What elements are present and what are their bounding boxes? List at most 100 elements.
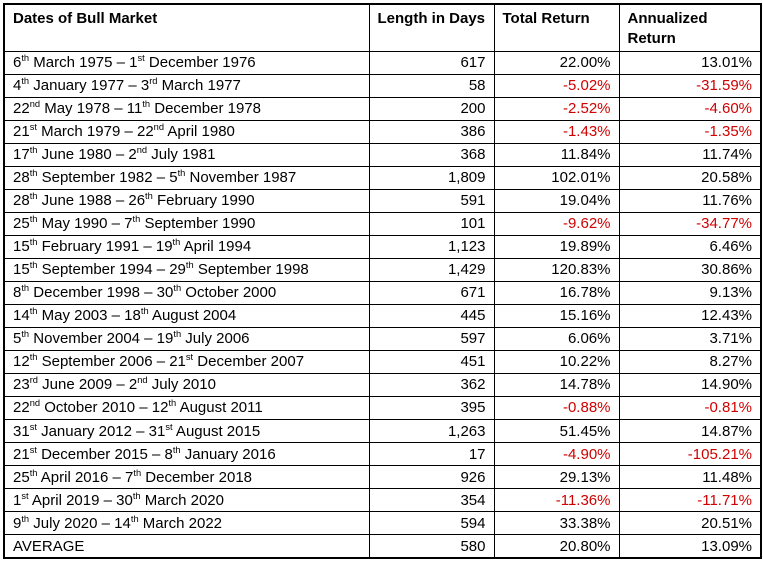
total-return-cell: -1.43% xyxy=(493,119,620,144)
table-row: 22nd October 2010 – 12th August 2011 395-… xyxy=(3,395,762,421)
length-in-days-cell: 1,429 xyxy=(368,257,495,282)
length-in-days-cell: 395 xyxy=(368,395,495,421)
length-in-days-cell: 17 xyxy=(368,442,495,467)
total-return-cell: -4.90% xyxy=(493,442,620,467)
dates-cell: AVERAGE xyxy=(3,534,370,559)
total-return-cell: -5.02% xyxy=(493,73,620,98)
table-row: 28th June 1988 – 26th February 1990 591 19… xyxy=(3,188,762,213)
total-return-cell: -9.62% xyxy=(493,211,620,236)
annualized-return-cell: 3.71% xyxy=(618,326,762,351)
table-row: 25th April 2016 – 7th December 2018 926 29… xyxy=(3,465,762,490)
dates-cell: 22nd May 1978 – 11th December 1978 xyxy=(3,96,370,121)
total-return-cell: 11.84% xyxy=(493,142,620,167)
header-length-in-days: Length in Days xyxy=(368,3,495,52)
table-row: 21st December 2015 – 8th January 2016 17-… xyxy=(3,442,762,467)
length-in-days-cell: 1,809 xyxy=(368,165,495,190)
annualized-return-cell: 20.58% xyxy=(618,165,762,190)
annualized-return-cell: 11.74% xyxy=(618,142,762,167)
length-in-days-cell: 386 xyxy=(368,119,495,144)
table-row: 5th November 2004 – 19th July 2006 597 6.0… xyxy=(3,326,762,351)
annualized-return-cell: -105.21% xyxy=(618,442,762,467)
total-return-cell: 20.80% xyxy=(493,534,620,559)
table-row: 9th July 2020 – 14th March 2022 594 33.38%… xyxy=(3,511,762,536)
total-return-cell: 19.89% xyxy=(493,234,620,259)
annualized-return-cell: 13.09% xyxy=(618,534,762,559)
length-in-days-cell: 597 xyxy=(368,326,495,351)
header-total-return: Total Return xyxy=(493,3,620,52)
total-return-cell: -11.36% xyxy=(493,488,620,513)
dates-cell: 9th July 2020 – 14th March 2022 xyxy=(3,511,370,536)
table-row: 12th September 2006 – 21st December 2007… xyxy=(3,349,762,374)
length-in-days-cell: 200 xyxy=(368,96,495,121)
total-return-cell: 19.04% xyxy=(493,188,620,213)
table-row: 22nd May 1978 – 11th December 1978 200 -2.… xyxy=(3,96,762,121)
length-in-days-cell: 594 xyxy=(368,511,495,536)
length-in-days-cell: 58 xyxy=(368,73,495,98)
table-row: AVERAGE 580 20.80% 13.09% xyxy=(3,534,762,559)
annualized-return-cell: -4.60% xyxy=(618,96,762,121)
table-row: 6th March 1975 – 1st December 1976 617 22.… xyxy=(3,50,762,75)
dates-cell: 1st April 2019 – 30th March 2020 xyxy=(3,488,370,513)
dates-cell: 17th June 1980 – 2nd July 1981 xyxy=(3,142,370,167)
table-row: 21st March 1979 – 22nd April 1980 386 -1.4… xyxy=(3,119,762,144)
dates-cell: 14th May 2003 – 18th August 2004 xyxy=(3,303,370,328)
bull-market-table: Dates of Bull Market Length in Days Tota… xyxy=(3,3,762,559)
dates-cell: 15th September 1994 – 29th September 199… xyxy=(3,257,370,282)
dates-cell: 15th February 1991 – 19th April 1994 xyxy=(3,234,370,259)
total-return-cell: 120.83% xyxy=(493,257,620,282)
table-row: 1st April 2019 – 30th March 2020 354 -11.3… xyxy=(3,488,762,513)
annualized-return-cell: -34.77% xyxy=(618,211,762,236)
table-header: Dates of Bull Market Length in Days Tota… xyxy=(3,3,762,52)
total-return-cell: -2.52% xyxy=(493,96,620,121)
annualized-return-cell: 12.43% xyxy=(618,303,762,328)
header-dates-of-bull-market: Dates of Bull Market xyxy=(3,3,370,52)
annualized-return-cell: 13.01% xyxy=(618,50,762,75)
header-annualized-return: Annualized Return xyxy=(618,3,762,52)
length-in-days-cell: 1,123 xyxy=(368,234,495,259)
annualized-return-cell: 6.46% xyxy=(618,234,762,259)
length-in-days-cell: 1,263 xyxy=(368,418,495,444)
total-return-cell: 22.00% xyxy=(493,50,620,75)
table-row: 28th September 1982 – 5th November 1987 1… xyxy=(3,165,762,190)
annualized-return-cell: 14.87% xyxy=(618,418,762,444)
dates-cell: 8th December 1998 – 30th October 2000 xyxy=(3,280,370,305)
annualized-return-cell: 9.13% xyxy=(618,280,762,305)
table-row: 25th May 1990 – 7th September 1990 101 -9.… xyxy=(3,211,762,236)
annualized-return-cell: -31.59% xyxy=(618,73,762,98)
annualized-return-cell: 8.27% xyxy=(618,349,762,374)
total-return-cell: 6.06% xyxy=(493,326,620,351)
annualized-return-cell: -11.71% xyxy=(618,488,762,513)
dates-cell: 21st December 2015 – 8th January 2016 xyxy=(3,442,370,467)
length-in-days-cell: 580 xyxy=(368,534,495,559)
dates-cell: 22nd October 2010 – 12th August 2011 xyxy=(3,395,370,421)
length-in-days-cell: 362 xyxy=(368,372,495,397)
length-in-days-cell: 451 xyxy=(368,349,495,374)
dates-cell: 21st March 1979 – 22nd April 1980 xyxy=(3,119,370,144)
dates-cell: 4th January 1977 – 3rd March 1977 xyxy=(3,73,370,98)
dates-cell: 28th June 1988 – 26th February 1990 xyxy=(3,188,370,213)
total-return-cell: 102.01% xyxy=(493,165,620,190)
annualized-return-cell: 11.76% xyxy=(618,188,762,213)
header-row: Dates of Bull Market Length in Days Tota… xyxy=(3,3,762,52)
table-row: 23rd June 2009 – 2nd July 2010 362 14.78% 1… xyxy=(3,372,762,397)
annualized-return-cell: 30.86% xyxy=(618,257,762,282)
annualized-return-cell: 14.90% xyxy=(618,372,762,397)
table-row: 31st January 2012 – 31st August 2015 1,26… xyxy=(3,418,762,444)
dates-cell: 23rd June 2009 – 2nd July 2010 xyxy=(3,372,370,397)
annualized-return-cell: 20.51% xyxy=(618,511,762,536)
total-return-cell: -0.88% xyxy=(493,395,620,421)
table-row: 4th January 1977 – 3rd March 1977 58 -5.02… xyxy=(3,73,762,98)
length-in-days-cell: 671 xyxy=(368,280,495,305)
length-in-days-cell: 591 xyxy=(368,188,495,213)
table-row: 17th June 1980 – 2nd July 1981 368 11.84% 1… xyxy=(3,142,762,167)
table-row: 15th February 1991 – 19th April 1994 1,12… xyxy=(3,234,762,259)
length-in-days-cell: 354 xyxy=(368,488,495,513)
length-in-days-cell: 368 xyxy=(368,142,495,167)
total-return-cell: 29.13% xyxy=(493,465,620,490)
dates-cell: 5th November 2004 – 19th July 2006 xyxy=(3,326,370,351)
table-body: 6th March 1975 – 1st December 1976 617 22.… xyxy=(3,50,762,559)
total-return-cell: 33.38% xyxy=(493,511,620,536)
total-return-cell: 14.78% xyxy=(493,372,620,397)
annualized-return-cell: -0.81% xyxy=(618,395,762,421)
